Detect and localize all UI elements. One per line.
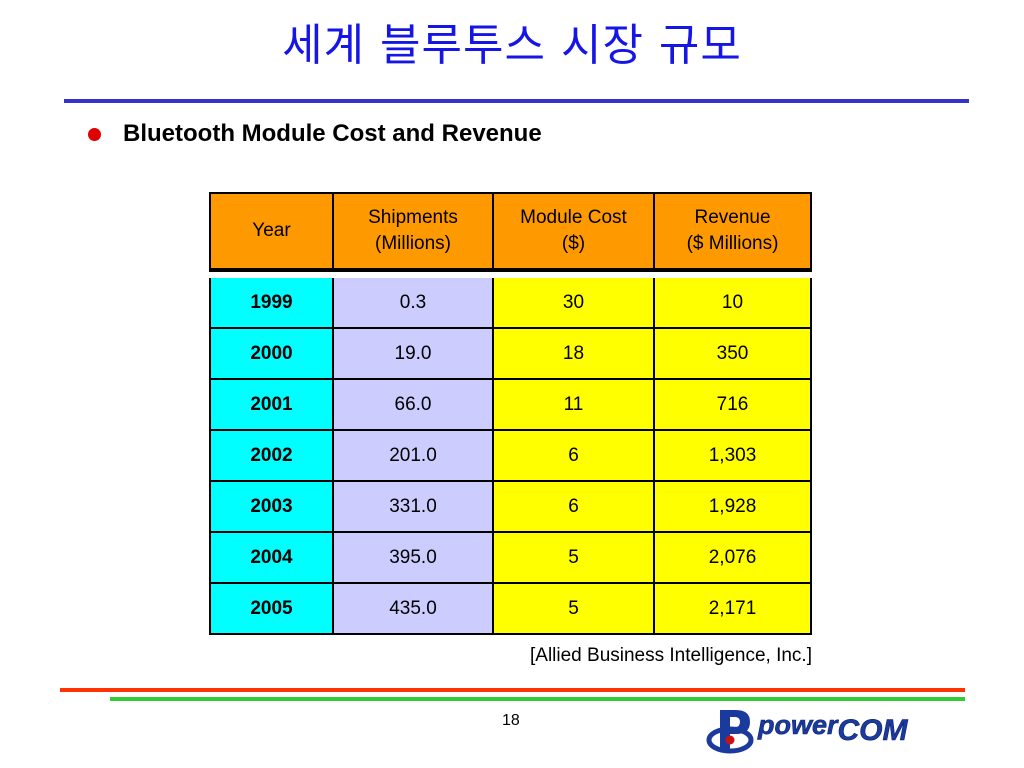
table-row: 2003 331.0 6 1,928 [209, 482, 812, 533]
cell-revenue: 2,076 [655, 533, 812, 584]
table-header-row: Year Shipments (Millions) Module Cost ($… [209, 192, 812, 270]
page-number: 18 [502, 712, 520, 729]
cell-year: 2000 [209, 329, 334, 380]
bullet-dot-icon [88, 127, 101, 141]
cell-year: 1999 [209, 278, 334, 329]
header-gap [209, 270, 812, 278]
cell-shipments: 66.0 [334, 380, 494, 431]
market-table: Year Shipments (Millions) Module Cost ($… [209, 192, 812, 635]
logo-red-dot [725, 735, 735, 745]
cell-year: 2003 [209, 482, 334, 533]
header-shipments-unit: (Millions) [375, 233, 451, 254]
cell-year: 2005 [209, 584, 334, 635]
cell-shipments: 395.0 [334, 533, 494, 584]
logo-p-mark [720, 710, 750, 750]
bullet-item: Bluetooth Module Cost and Revenue [88, 119, 542, 149]
header-revenue-label: Revenue [694, 207, 771, 228]
table-row: 2001 66.0 11 716 [209, 380, 812, 431]
footer-rule-red [60, 688, 965, 692]
cell-module-cost: 6 [494, 431, 655, 482]
cell-module-cost: 11 [494, 380, 655, 431]
header-module-cost-label: Module Cost [520, 207, 627, 228]
cell-shipments: 0.3 [334, 278, 494, 329]
cell-module-cost: 5 [494, 533, 655, 584]
cell-year: 2001 [209, 380, 334, 431]
header-revenue-unit: ($ Millions) [686, 233, 779, 254]
table-row: 2005 435.0 5 2,171 [209, 584, 812, 635]
title-divider [64, 99, 969, 103]
cell-module-cost: 6 [494, 482, 655, 533]
header-year: Year [209, 192, 334, 270]
bullet-text: Bluetooth Module Cost and Revenue [123, 120, 542, 147]
slide-title: 세계 블루투스 시장 규모 [282, 20, 742, 71]
source-citation: [Allied Business Intelligence, Inc.] [530, 645, 812, 666]
cell-revenue: 1,928 [655, 482, 812, 533]
cell-module-cost: 30 [494, 278, 655, 329]
cell-revenue: 2,171 [655, 584, 812, 635]
header-revenue: Revenue ($ Millions) [655, 192, 812, 270]
header-module-cost: Module Cost ($) [494, 192, 655, 270]
table-row: 2002 201.0 6 1,303 [209, 431, 812, 482]
cell-shipments: 201.0 [334, 431, 494, 482]
header-shipments: Shipments (Millions) [334, 192, 494, 270]
cell-revenue: 350 [655, 329, 812, 380]
footer-rule-green [110, 697, 965, 701]
cell-shipments: 19.0 [334, 329, 494, 380]
cell-year: 2004 [209, 533, 334, 584]
table-row: 1999 0.3 30 10 [209, 278, 812, 329]
cell-revenue: 1,303 [655, 431, 812, 482]
cell-year: 2002 [209, 431, 334, 482]
cell-module-cost: 18 [494, 329, 655, 380]
cell-revenue: 10 [655, 278, 812, 329]
header-shipments-label: Shipments [368, 207, 458, 228]
logo-wordmark: powerCOM [757, 710, 909, 747]
powercom-logo: powerCOM [706, 710, 909, 754]
cell-shipments: 435.0 [334, 584, 494, 635]
table-row: 2004 395.0 5 2,076 [209, 533, 812, 584]
header-module-cost-unit: ($) [561, 233, 586, 254]
cell-revenue: 716 [655, 380, 812, 431]
cell-shipments: 331.0 [334, 482, 494, 533]
table-row: 2000 19.0 18 350 [209, 329, 812, 380]
cell-module-cost: 5 [494, 584, 655, 635]
header-year-label: Year [252, 220, 291, 241]
